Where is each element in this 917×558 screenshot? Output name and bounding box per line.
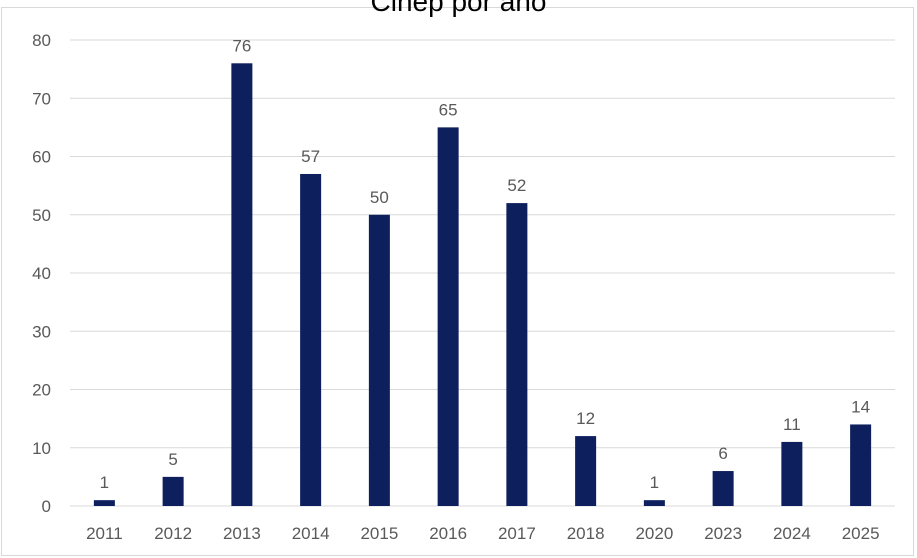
y-tick-label: 40 [32,264,51,283]
data-label: 12 [576,409,595,428]
bar-2017 [506,203,528,506]
x-tick-label: 2017 [498,524,536,543]
bar-2024 [781,441,803,506]
chart-title: Cinep por año [370,0,547,17]
bar-2023 [712,471,734,506]
data-label: 5 [168,450,177,469]
data-label: 57 [301,147,320,166]
bars [93,63,872,507]
x-tick-label: 2015 [360,524,398,543]
data-label: 65 [439,100,458,119]
bar-2025 [850,424,872,506]
x-tick-label: 2020 [635,524,673,543]
data-label: 14 [851,397,870,416]
y-tick-label: 50 [32,206,51,225]
x-tick-label: 2016 [429,524,467,543]
bar-2014 [300,173,322,506]
data-labels: 1 5 76 57 50 65 52 12 1 6 11 14 [100,36,870,492]
y-tick-label: 70 [32,89,51,108]
gridlines [70,39,895,507]
bar-2015 [368,214,390,506]
y-tick-label: 80 [32,31,51,50]
bar-2012 [162,476,184,506]
bar-2011 [93,500,115,506]
y-tick-label: 60 [32,148,51,167]
x-tick-label: 2013 [223,524,261,543]
bar-2016 [437,127,459,506]
bar-2018 [575,436,597,506]
x-tick-label: 2012 [154,524,192,543]
data-label: 6 [718,444,727,463]
data-label: 52 [507,176,526,195]
data-label: 76 [232,36,251,55]
bar-2013 [231,63,253,507]
y-tick-label: 10 [32,439,51,458]
data-label: 1 [650,473,659,492]
y-tick-label: 30 [32,322,51,341]
data-label: 50 [370,188,389,207]
data-label: 1 [100,473,109,492]
bar-2020 [643,500,665,506]
y-tick-label: 20 [32,381,51,400]
x-tick-label: 2014 [292,524,330,543]
x-axis-ticks: 2011 2012 2013 2014 2015 2016 2017 2018 2020 2023… [86,524,879,543]
x-tick-label: 2018 [567,524,605,543]
data-label: 11 [783,415,801,434]
y-tick-label: 0 [42,497,51,516]
x-tick-label: 2011 [86,524,123,543]
x-tick-label: 2025 [842,524,880,543]
x-tick-label: 2023 [704,524,742,543]
y-axis-ticks: 0 10 20 30 40 50 60 70 80 [32,31,51,516]
x-tick-label: 2024 [773,524,811,543]
